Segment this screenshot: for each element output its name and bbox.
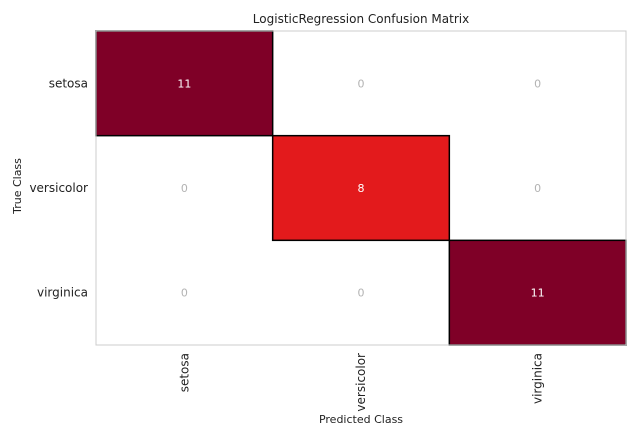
heatmap-cell <box>96 240 273 345</box>
cell-value-label: 0 <box>358 287 365 300</box>
cell-value-label: 0 <box>358 77 365 90</box>
heatmap-cell <box>96 31 273 136</box>
heatmap-cell-outline <box>271 134 451 242</box>
x-tick-label: versicolor <box>354 353 368 412</box>
y-tick-labels: setosa versicolor virginica <box>29 76 88 299</box>
heatmap-cell <box>96 135 273 241</box>
x-axis-label: Predicted Class <box>319 413 403 426</box>
cell-value-label: 0 <box>181 287 188 300</box>
heatmap-cell <box>449 240 626 345</box>
heatmap-cell <box>272 240 450 345</box>
cell-value-labels: 11 0 0 0 8 0 0 0 11 <box>177 77 544 299</box>
cell-value-label: 8 <box>358 182 365 195</box>
heatmap-cells <box>96 31 626 345</box>
cell-value-label: 0 <box>534 77 541 90</box>
x-tick-label: virginica <box>531 353 545 404</box>
heatmap-cell <box>272 31 450 136</box>
y-axis-label: True Class <box>11 158 24 215</box>
x-tick-label: setosa <box>177 353 191 392</box>
cell-value-label: 11 <box>531 287 545 300</box>
y-tick-label: setosa <box>49 76 88 90</box>
plot-frame <box>95 30 627 346</box>
y-tick-label: virginica <box>37 286 88 300</box>
heatmap-cell <box>449 31 626 136</box>
heatmap-cell <box>272 135 450 241</box>
chart-title: LogisticRegression Confusion Matrix <box>253 12 469 26</box>
y-tick-label: versicolor <box>29 181 88 195</box>
heatmap-cell <box>449 135 626 241</box>
cell-value-label: 0 <box>181 182 188 195</box>
x-tick-labels: setosa versicolor virginica <box>177 353 544 412</box>
cell-value-label: 0 <box>534 182 541 195</box>
cell-value-label: 11 <box>177 77 191 90</box>
